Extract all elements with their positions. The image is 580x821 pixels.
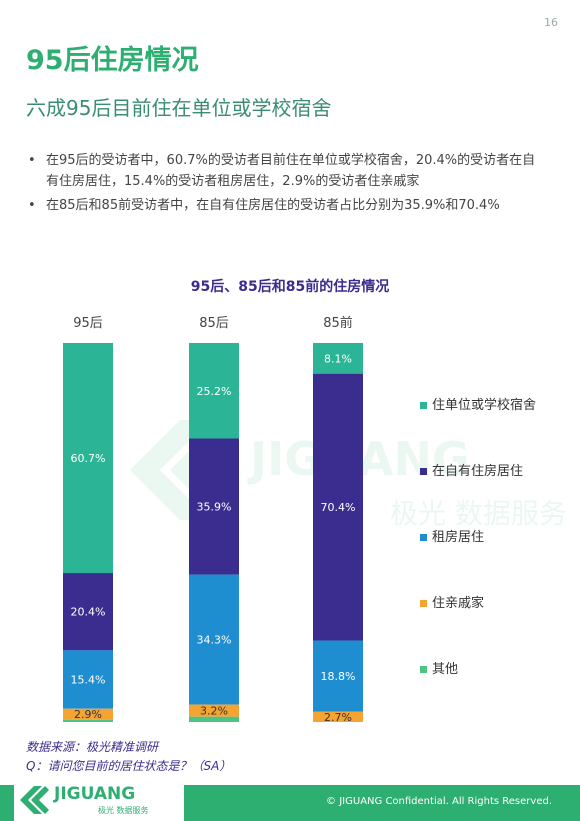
chart-title: 95后、85后和85前的住房情况 [190, 279, 390, 295]
bar-segment [313, 711, 363, 722]
category-label: 95后 [73, 316, 103, 331]
footer-logo: JIGUANG 极光 数据服务 [14, 779, 184, 821]
data-label: 15.4% [71, 674, 106, 687]
legend-item: 在自有住房居住 [420, 460, 523, 479]
legend-swatch [420, 402, 427, 409]
legend-item: 住单位或学校宿舍 [420, 394, 536, 413]
category-label: 85前 [323, 315, 353, 331]
data-label: 60.7% [71, 452, 106, 465]
jiguang-logo-icon [20, 786, 49, 814]
legend-label: 租房居住 [432, 530, 485, 545]
bullet-item: 在95后的受访者中，60.7%的受访者目前住在单位或学校宿舍，20.4%的受访者… [26, 150, 546, 192]
bar-segment [189, 704, 239, 717]
copyright: © JIGUANG Confidential. All Rights Reser… [326, 796, 552, 807]
question-line: Q：请问您目前的居住状态是？（SA） [26, 759, 232, 773]
bar-segment [189, 574, 239, 705]
bar-segment [189, 343, 239, 439]
page-subtitle: 六成95后目前住在单位或学校宿舍 [26, 96, 332, 120]
bar-segment [313, 373, 363, 641]
data-label: 25.2% [197, 385, 232, 398]
data-label: 70.4% [321, 501, 356, 514]
legend-label: 其他 [432, 662, 459, 677]
page-number: 16 [544, 16, 558, 29]
data-label: 35.9% [197, 501, 232, 514]
bar-segment [313, 640, 363, 712]
source-line: 数据来源：极光精准调研 [26, 740, 159, 754]
data-label: 2.7% [324, 711, 352, 724]
category-label: 85后 [199, 316, 229, 331]
bar-segment [189, 716, 239, 722]
legend-item: 住亲戚家 [420, 592, 484, 611]
bar-segment [63, 650, 113, 709]
legend-item: 租房居住 [420, 526, 484, 545]
data-label: 18.8% [321, 670, 356, 683]
data-label: 34.3% [197, 634, 232, 647]
data-label: 20.4% [71, 606, 106, 619]
legend-swatch [420, 534, 427, 541]
bar-segment [189, 438, 239, 575]
legend-label: 在自有住房居住 [432, 464, 524, 479]
legend-label: 住亲戚家 [432, 596, 485, 611]
footer-logo-text: JIGUANG [54, 784, 136, 804]
legend-swatch [420, 666, 427, 673]
bar-segment [313, 343, 363, 374]
bullet-item: 在85后和85前受访者中，在自有住房居住的受访者占比分别为35.9%和70.4% [26, 195, 546, 216]
bar-segment [63, 573, 113, 651]
bar-segment [63, 708, 113, 720]
bar-segment [63, 719, 113, 722]
data-source: 数据来源：极光精准调研 Q：请问您目前的居住状态是？（SA） [26, 738, 231, 776]
page-title: 95后住房情况 [26, 45, 199, 76]
legend-swatch [420, 600, 427, 607]
legend-swatch [420, 468, 427, 475]
legend-label: 住单位或学校宿舍 [432, 398, 537, 413]
bar-segment [63, 343, 113, 574]
legend-item: 其他 [420, 658, 458, 677]
data-label: 3.2% [200, 705, 228, 718]
data-label: 8.1% [324, 352, 352, 365]
bullet-list: 在95后的受访者中，60.7%的受访者目前住在单位或学校宿舍，20.4%的受访者… [26, 150, 546, 219]
data-label: 2.9% [74, 708, 102, 721]
footer-logo-sub: 极光 数据服务 [98, 806, 149, 815]
